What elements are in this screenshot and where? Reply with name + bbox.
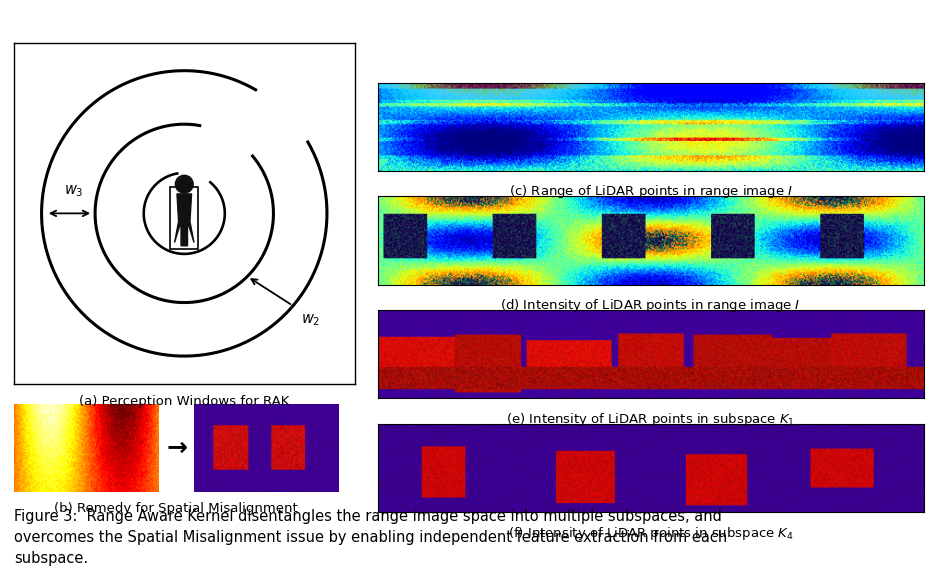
Text: →: → bbox=[167, 436, 188, 460]
Text: (b) Remedy for Spatial Misalignment: (b) Remedy for Spatial Misalignment bbox=[54, 502, 298, 515]
Text: $w_2$: $w_2$ bbox=[300, 312, 320, 328]
Circle shape bbox=[175, 175, 193, 193]
Text: $w_3$: $w_3$ bbox=[64, 183, 84, 199]
Text: Figure 3:  Range Aware Kernel disentangles the range image space into multiple s: Figure 3: Range Aware Kernel disentangle… bbox=[14, 509, 722, 524]
Text: (d) Intensity of LiDAR points in range image $I$: (d) Intensity of LiDAR points in range i… bbox=[500, 297, 801, 314]
Text: (c) Range of LiDAR points in range image $I$: (c) Range of LiDAR points in range image… bbox=[508, 183, 793, 200]
Bar bbox=[171, 187, 198, 249]
Text: subspace.: subspace. bbox=[14, 551, 88, 566]
Text: (f) Intensity of LiDAR points in subspace $K_4$: (f) Intensity of LiDAR points in subspac… bbox=[508, 525, 794, 542]
Text: (a) Perception Windows for RAK: (a) Perception Windows for RAK bbox=[79, 395, 289, 409]
Text: overcomes the Spatial Misalignment issue by enabling independent feature extract: overcomes the Spatial Misalignment issue… bbox=[14, 530, 727, 545]
Polygon shape bbox=[174, 194, 194, 246]
Text: (e) Intensity of LiDAR points in subspace $K_1$: (e) Intensity of LiDAR points in subspac… bbox=[507, 411, 795, 428]
